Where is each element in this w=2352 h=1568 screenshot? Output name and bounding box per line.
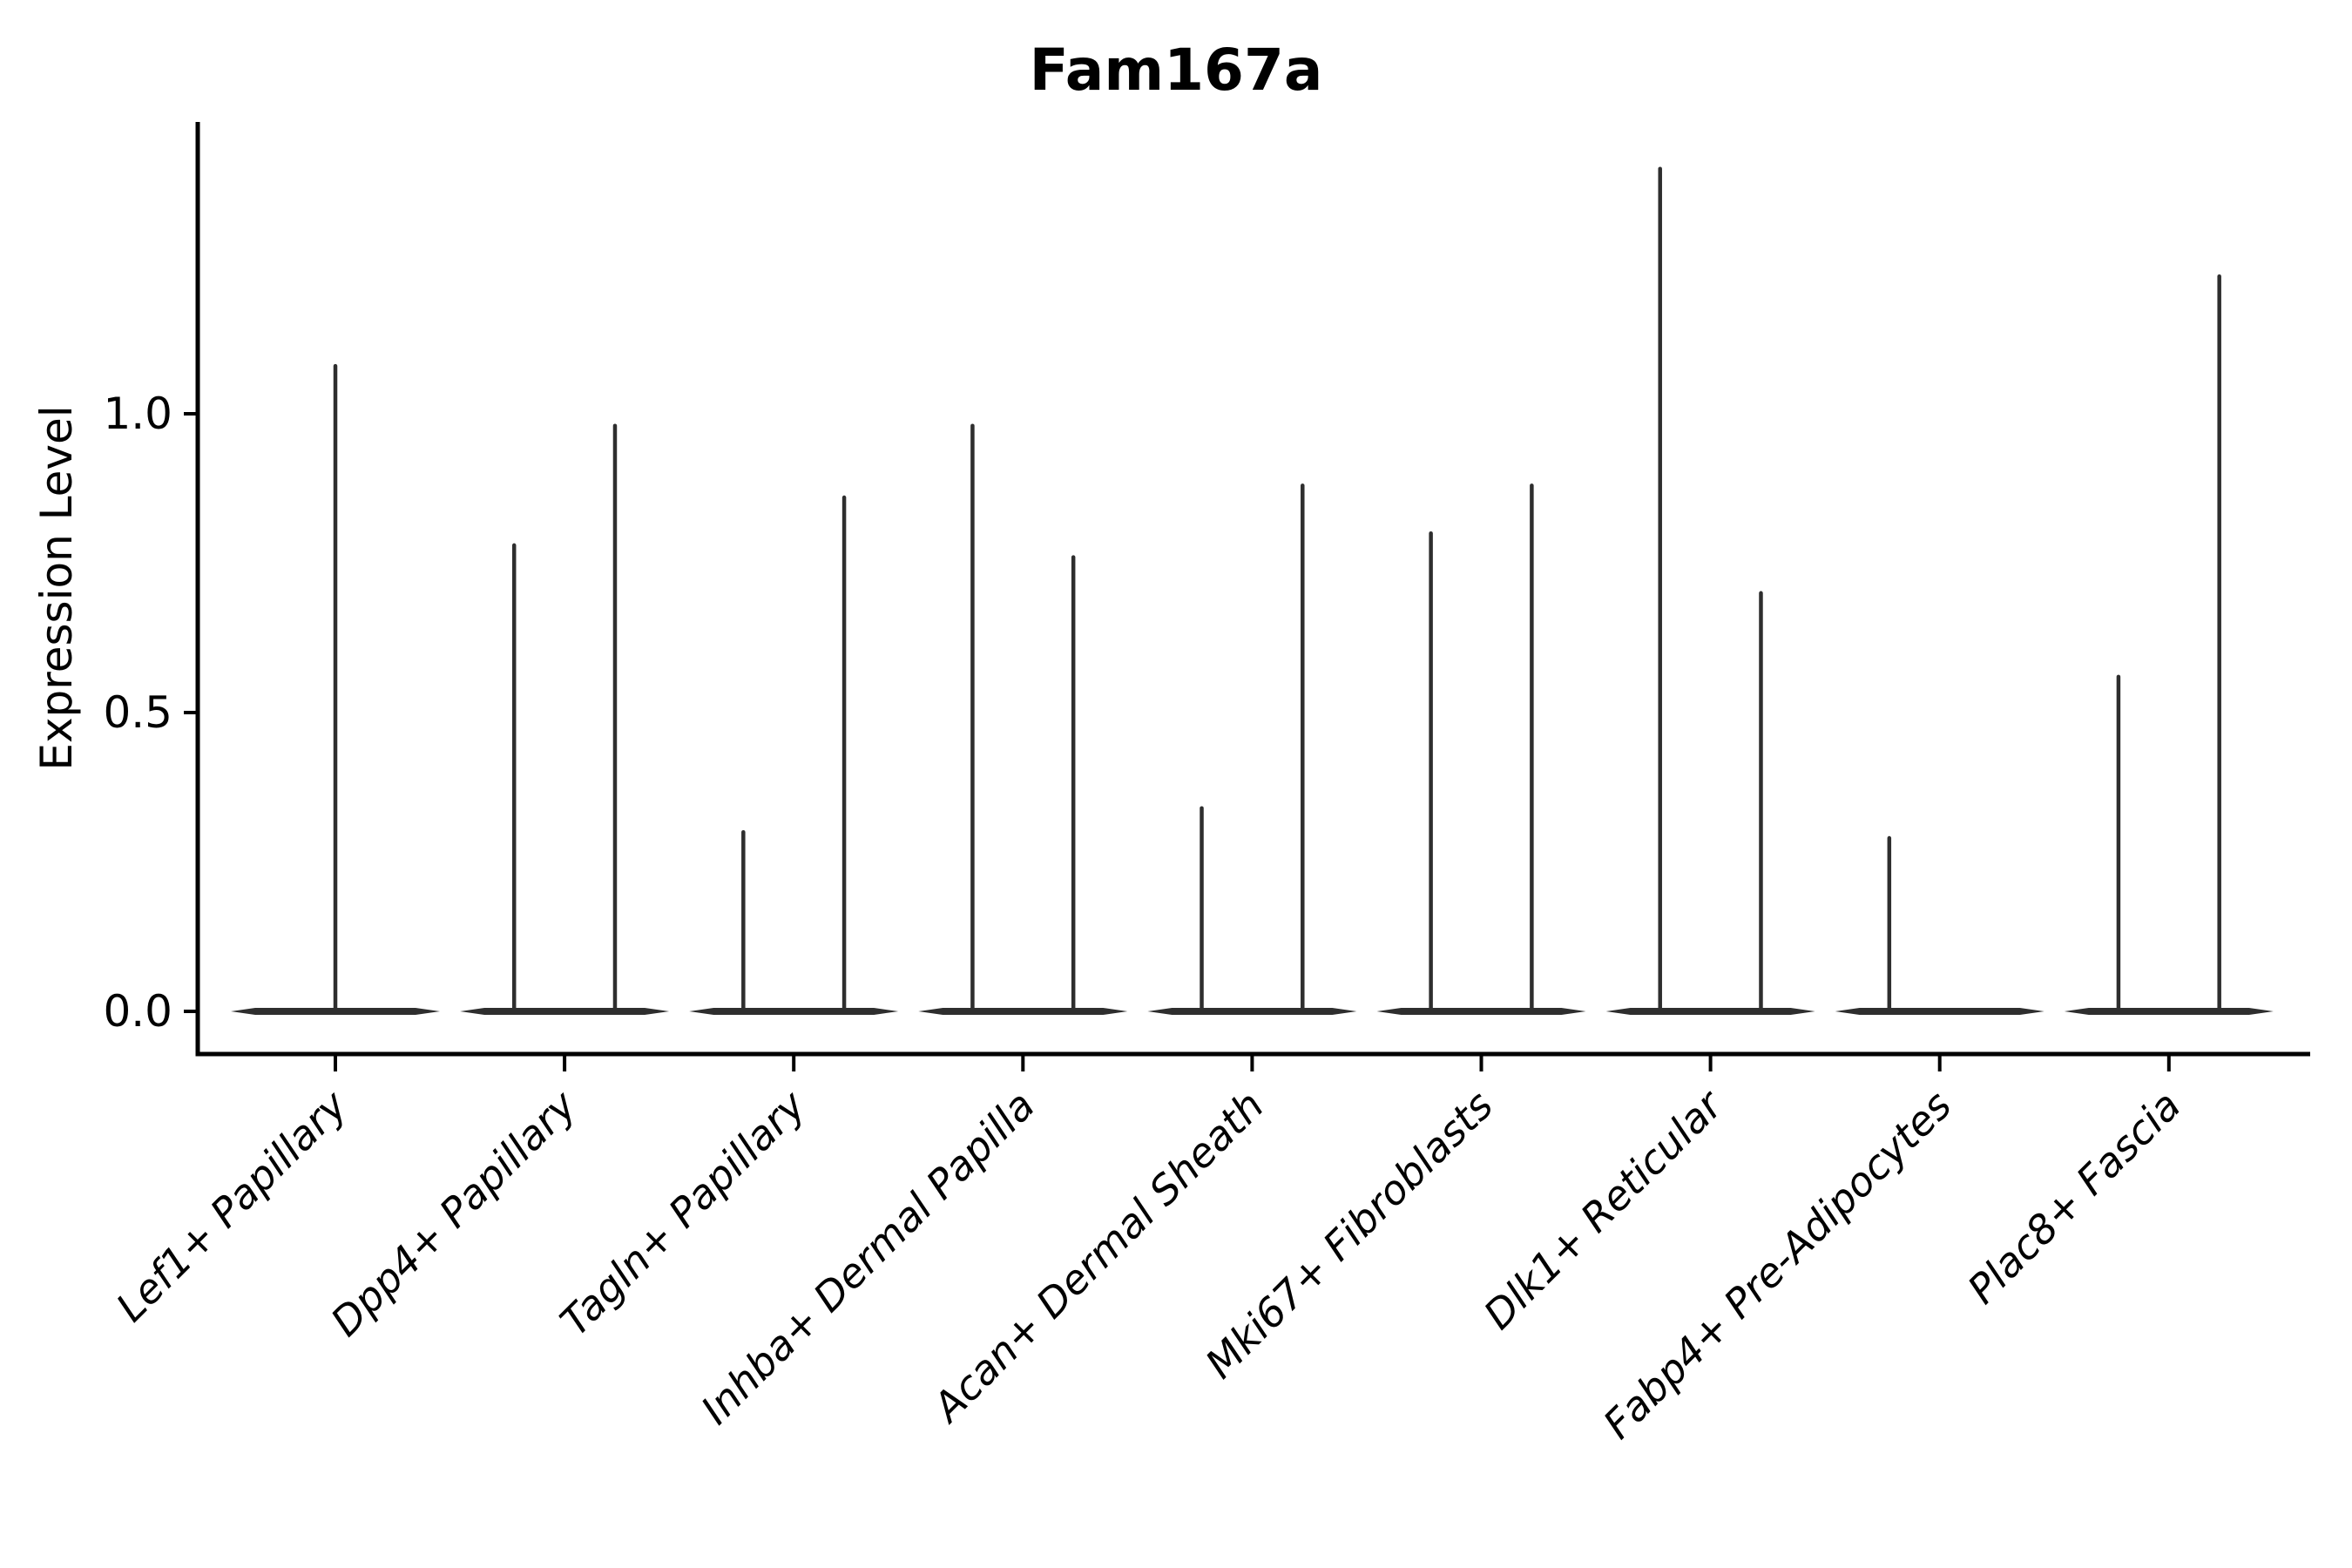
violin-base xyxy=(1835,1008,2044,1015)
violin-base xyxy=(689,1008,899,1015)
violin-base xyxy=(1147,1008,1357,1015)
x-tick-label: Plac8+ Fascia xyxy=(1958,1082,2189,1313)
violin-base xyxy=(1376,1008,1586,1015)
x-tick-label: Dlk1+ Reticular xyxy=(1475,1079,1734,1338)
violin-base xyxy=(1605,1008,1815,1015)
chart-title: Fam167a xyxy=(1030,37,1323,104)
x-tick-label: Tagln+ Papillary xyxy=(551,1081,815,1345)
y-tick-label: 0.0 xyxy=(103,986,172,1037)
y-tick-label: 0.5 xyxy=(103,687,172,738)
violin-layer xyxy=(231,166,2274,1015)
violin-base xyxy=(2064,1008,2274,1015)
violin-base xyxy=(460,1008,670,1015)
y-axis-label: Expression Level xyxy=(31,405,82,770)
y-tick-label: 1.0 xyxy=(103,389,172,439)
x-tick-label: Lef1+ Papillary xyxy=(107,1081,356,1330)
violin-base xyxy=(918,1008,1128,1015)
x-tick-label: Dpp4+ Papillary xyxy=(321,1081,585,1345)
